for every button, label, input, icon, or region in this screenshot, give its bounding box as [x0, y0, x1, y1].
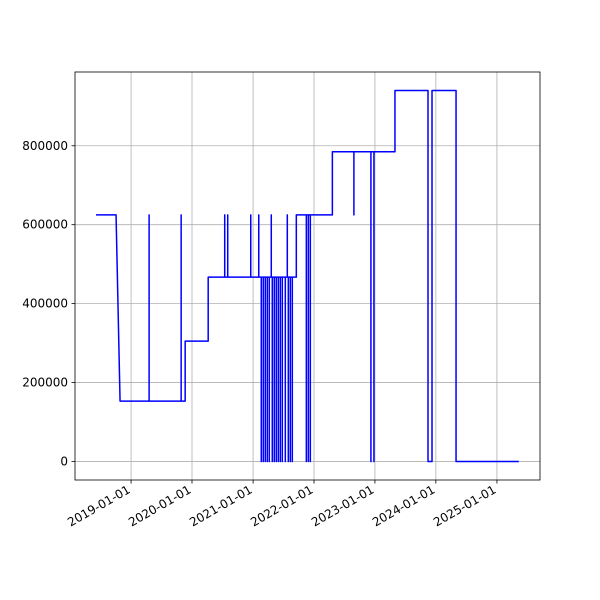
y-tick-label: 600000: [22, 218, 68, 232]
x-tick-label: 2020-01-01: [126, 482, 193, 529]
y-tick-label: 200000: [22, 376, 68, 390]
x-tick-label: 2019-01-01: [65, 482, 132, 529]
y-tick-label: 800000: [22, 139, 68, 153]
data-line: [96, 89, 519, 463]
x-tick-label: 2025-01-01: [431, 482, 498, 529]
x-tick-label: 2021-01-01: [187, 482, 254, 529]
x-tick-label: 2024-01-01: [370, 482, 437, 529]
y-tick-label: 400000: [22, 297, 68, 311]
axes-frame: [74, 71, 541, 481]
x-tick-label: 2022-01-01: [248, 482, 315, 529]
y-tick-label: 0: [60, 454, 68, 468]
x-tick-label: 2023-01-01: [309, 482, 376, 529]
